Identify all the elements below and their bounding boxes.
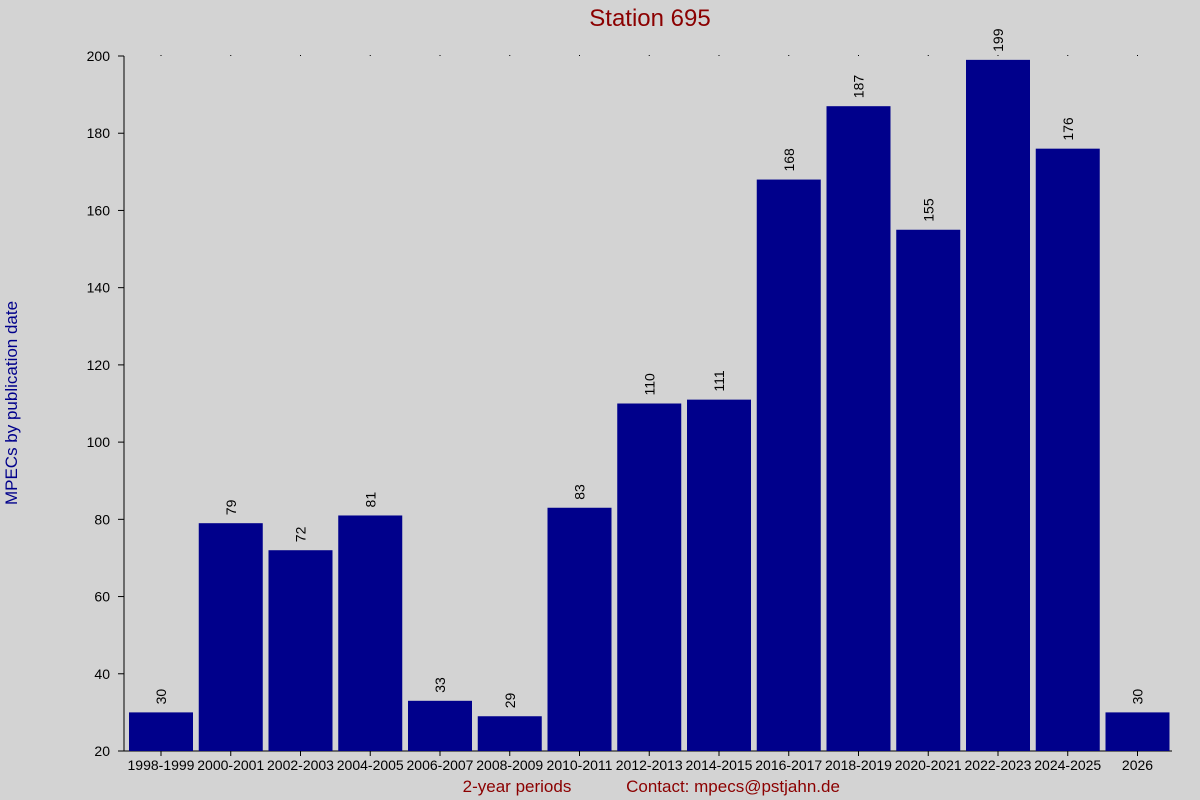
- x-tick-label: 2008-2009: [476, 757, 543, 773]
- x-tick-label: 2014-2015: [686, 757, 753, 773]
- x-tick-label: 2006-2007: [407, 757, 474, 773]
- y-tick-label: 20: [94, 743, 110, 759]
- bar-value-label: 33: [432, 677, 448, 693]
- y-tick-label: 160: [87, 202, 111, 218]
- x-tick-label: 2024-2025: [1034, 757, 1101, 773]
- x-tick-label: 2012-2013: [616, 757, 683, 773]
- chart-title: Station 695: [589, 5, 710, 32]
- bar: [966, 59, 1030, 752]
- y-tick-label: 40: [94, 666, 110, 682]
- bar-value-label: 110: [641, 373, 657, 396]
- plot-area: 20 40 60 80 100 120 140 160 180 200 30 1998-1999 79 2…: [87, 28, 1172, 773]
- bar-value-label: 29: [502, 692, 518, 708]
- x-tick-label: 2002-2003: [267, 757, 334, 773]
- x-tick-label: 1998-1999: [128, 757, 195, 773]
- bar: [756, 179, 821, 752]
- bar: [547, 507, 612, 751]
- bar-value-label: 72: [293, 526, 309, 542]
- bar: [198, 523, 263, 751]
- y-tick-label: 80: [94, 511, 110, 527]
- bar-value-label: 83: [572, 484, 588, 500]
- bar-value-label: 199: [990, 28, 1006, 52]
- x-tick-label: 2018-2019: [825, 757, 892, 773]
- bar: [338, 515, 403, 751]
- bar: [1105, 712, 1170, 751]
- bar: [477, 716, 542, 751]
- bar: [896, 229, 961, 751]
- x-tick-label: 2020-2021: [895, 757, 962, 773]
- y-tick-label: 120: [87, 357, 111, 373]
- y-tick-label: 200: [87, 48, 111, 64]
- bar-value-label: 155: [920, 198, 936, 222]
- x-tick-label: 2016-2017: [755, 757, 822, 773]
- y-tick-label: 140: [87, 280, 111, 296]
- bar-value-label: 79: [223, 499, 239, 515]
- bar: [129, 712, 193, 751]
- y-tick-label: 60: [94, 589, 110, 605]
- x-tick-label: 2026: [1122, 757, 1153, 773]
- bar: [1035, 148, 1100, 751]
- bar-value-label: 176: [1060, 117, 1076, 141]
- bar-value-label: 81: [362, 492, 378, 508]
- bar: [408, 700, 472, 751]
- y-tick-label: 180: [87, 125, 111, 141]
- bar-value-label: 30: [1130, 689, 1146, 705]
- bar-value-label: 168: [781, 148, 797, 172]
- bar: [617, 403, 682, 751]
- y-tick-label: 100: [87, 434, 111, 450]
- bar: [687, 399, 751, 751]
- bar-value-label: 30: [153, 689, 169, 705]
- x-tick-label: 2010-2011: [547, 757, 613, 773]
- x-tick-label: 2004-2005: [337, 757, 404, 773]
- bar: [268, 550, 333, 751]
- x-axis-label: 2-year periods: [463, 777, 572, 796]
- bar-value-label: 187: [851, 75, 867, 99]
- contact-text: Contact: mpecs@pstjahn.de: [626, 777, 840, 796]
- bar: [826, 106, 891, 751]
- x-tick-label: 2022-2023: [965, 757, 1032, 773]
- y-axis-label: MPECs by publication date: [2, 301, 21, 505]
- bar-value-label: 111: [711, 370, 727, 391]
- x-tick-label: 2000-2001: [197, 757, 264, 773]
